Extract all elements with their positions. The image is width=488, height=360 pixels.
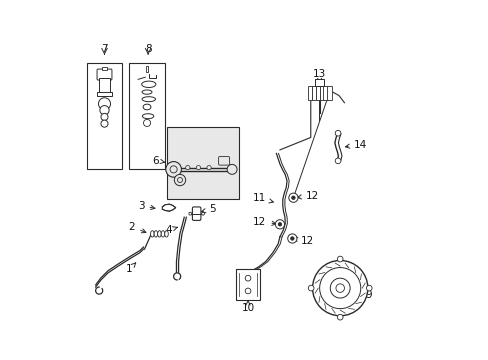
Circle shape [244, 275, 250, 281]
Circle shape [290, 237, 293, 240]
Polygon shape [162, 204, 175, 211]
Text: 3: 3 [138, 201, 155, 211]
Text: 7: 7 [101, 44, 107, 54]
Bar [99, 78, 110, 93]
Circle shape [319, 267, 360, 309]
Circle shape [101, 120, 108, 127]
Bar [129, 63, 164, 169]
Text: 14: 14 [345, 140, 366, 149]
Bar [327, 86, 331, 100]
Circle shape [201, 212, 204, 215]
Bar [315, 86, 319, 100]
Circle shape [98, 98, 110, 110]
Text: 9: 9 [355, 290, 371, 300]
Circle shape [291, 196, 295, 199]
Circle shape [335, 158, 340, 164]
Circle shape [188, 212, 191, 215]
Text: 11: 11 [253, 193, 273, 203]
Ellipse shape [157, 231, 161, 237]
Circle shape [185, 166, 189, 170]
Text: 8: 8 [144, 44, 151, 54]
Text: 12: 12 [297, 191, 318, 201]
Circle shape [307, 285, 313, 291]
Circle shape [244, 288, 250, 294]
FancyBboxPatch shape [218, 157, 229, 165]
Bar [315, 78, 323, 86]
Circle shape [337, 314, 343, 320]
Circle shape [196, 166, 200, 170]
Bar [97, 93, 111, 96]
Bar [311, 86, 315, 100]
FancyBboxPatch shape [97, 69, 112, 80]
Circle shape [335, 284, 344, 292]
Text: 12: 12 [253, 217, 276, 227]
Bar [323, 86, 327, 100]
Circle shape [287, 234, 296, 243]
Text: 13: 13 [312, 69, 325, 82]
Bar [102, 67, 107, 70]
Circle shape [170, 166, 177, 173]
Circle shape [335, 130, 340, 136]
Text: 6: 6 [152, 156, 164, 166]
Circle shape [329, 278, 349, 298]
Text: 12: 12 [293, 236, 313, 246]
Ellipse shape [142, 81, 156, 87]
Ellipse shape [154, 231, 157, 237]
Circle shape [337, 256, 343, 262]
Bar [307, 86, 311, 100]
Bar [319, 86, 323, 100]
Circle shape [312, 260, 367, 316]
FancyBboxPatch shape [192, 207, 201, 220]
Circle shape [100, 105, 109, 115]
Circle shape [177, 177, 182, 183]
Bar [86, 63, 122, 169]
Text: 2: 2 [128, 222, 145, 233]
Text: 5: 5 [201, 204, 215, 214]
Circle shape [226, 165, 237, 174]
Circle shape [101, 113, 108, 121]
Ellipse shape [161, 231, 164, 237]
Circle shape [206, 166, 211, 170]
Ellipse shape [150, 231, 154, 237]
Text: 4: 4 [165, 225, 177, 235]
Circle shape [288, 193, 297, 202]
Text: 1: 1 [126, 263, 136, 274]
Circle shape [278, 222, 281, 226]
Bar [166, 127, 239, 199]
Circle shape [366, 285, 371, 291]
Text: 10: 10 [241, 300, 254, 312]
Ellipse shape [142, 90, 152, 94]
FancyBboxPatch shape [236, 269, 259, 300]
Circle shape [275, 220, 284, 229]
Circle shape [165, 162, 181, 177]
Ellipse shape [142, 97, 155, 102]
Bar [145, 66, 148, 72]
Circle shape [174, 174, 185, 186]
Ellipse shape [164, 231, 168, 237]
